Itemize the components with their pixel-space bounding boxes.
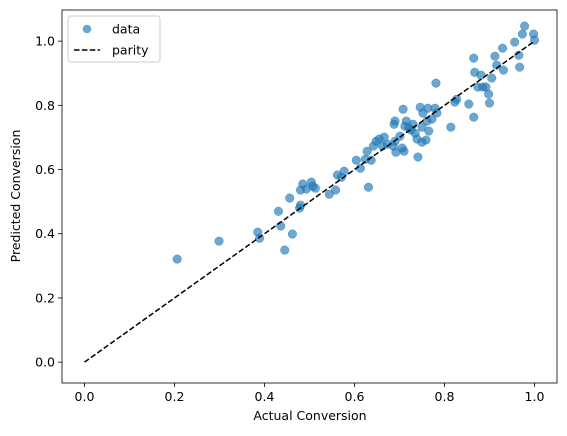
data-point: [469, 112, 479, 122]
data-point: [520, 21, 530, 31]
data-point: [398, 104, 408, 114]
x-axis-label: Actual Conversion: [253, 408, 366, 423]
x-tick-label: 0.4: [255, 389, 275, 404]
data-point: [280, 245, 290, 255]
plot-frame: [61, 9, 558, 384]
y-tick-label: 0.8: [35, 98, 55, 113]
y-tick-label: 0.4: [35, 226, 55, 241]
data-point: [413, 152, 423, 162]
data-point: [446, 122, 456, 132]
y-tick-label: 0.2: [35, 290, 55, 305]
data-point: [498, 65, 509, 75]
x-tick-label: 0.8: [435, 389, 455, 404]
data-point: [331, 185, 341, 195]
data-point: [214, 236, 224, 246]
data-point: [469, 53, 479, 63]
data-point: [324, 189, 334, 199]
data-point: [510, 37, 520, 47]
data-point: [390, 116, 400, 126]
x-tick-label: 0.6: [345, 389, 365, 404]
x-tick-label: 1.0: [525, 389, 545, 404]
data-point: [172, 254, 182, 264]
x-tick-label: 0.2: [165, 389, 185, 404]
data-point: [363, 182, 374, 192]
data-point: [517, 29, 527, 39]
data-point: [362, 146, 372, 156]
data-point: [476, 70, 486, 80]
legend-marker: [82, 24, 92, 34]
data-point: [339, 166, 349, 176]
x-tick-label: 0.0: [75, 389, 95, 404]
legend-label: data: [112, 22, 140, 37]
data-point: [431, 78, 441, 88]
data-point: [417, 122, 427, 132]
data-point: [287, 229, 297, 239]
data-point: [484, 98, 495, 108]
data-point: [351, 155, 361, 165]
data-point: [424, 126, 434, 136]
data-point: [421, 135, 431, 145]
data-point: [427, 114, 437, 124]
data-point: [515, 62, 525, 72]
data-point: [395, 131, 405, 141]
data-point: [464, 99, 474, 109]
y-tick-label: 1.0: [35, 34, 55, 49]
legend: data parity: [67, 15, 161, 63]
data-point: [399, 146, 409, 156]
data-point: [273, 206, 284, 216]
data-point: [366, 155, 376, 165]
y-tick-label: 0.0: [35, 355, 55, 370]
y-tick-label: 0.6: [35, 162, 55, 177]
data-point: [484, 89, 494, 99]
y-axis-label: Predicted Conversion: [8, 130, 23, 263]
data-point: [310, 183, 320, 193]
data-point: [498, 43, 508, 53]
data-point: [285, 193, 295, 203]
data-point: [490, 51, 500, 61]
data-point: [487, 73, 497, 83]
legend-label: parity: [112, 43, 149, 58]
parity-line: [84, 40, 535, 363]
